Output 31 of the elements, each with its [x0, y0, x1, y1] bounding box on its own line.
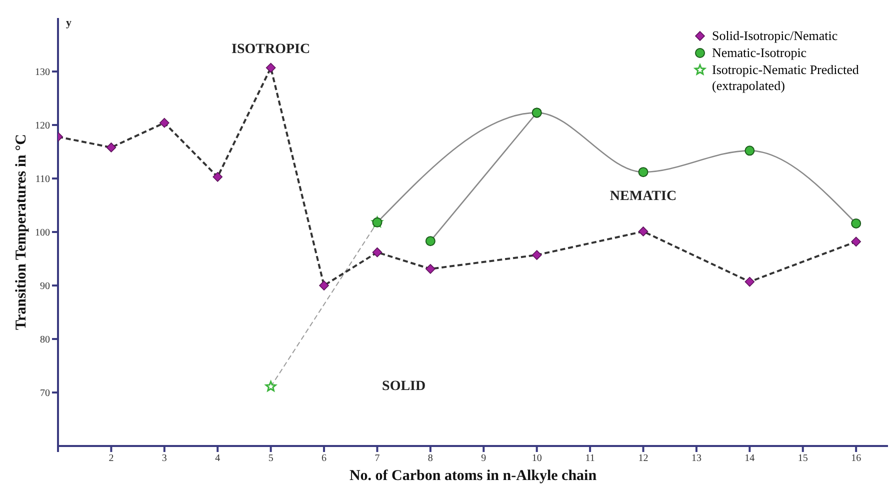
x-tick-label: 12: [638, 453, 648, 464]
y-tick-label: 100: [35, 228, 50, 239]
x-tick-label: 15: [798, 453, 808, 464]
y-axis-title: Transition Temperatures in °C: [13, 134, 30, 330]
x-tick-label: 6: [322, 453, 327, 464]
y-tick-label: 70: [40, 388, 50, 400]
x-tick-label: 3: [162, 453, 167, 464]
x-tick-label: 7: [374, 453, 380, 464]
annotation: y: [66, 17, 72, 29]
x-tick-label: 2: [108, 453, 114, 464]
x-tick-label: 9: [481, 453, 486, 464]
x-axis-title: No. of Carbon atoms in n-Alkyle chain: [349, 468, 598, 484]
legend-label: Solid-Isotropic/Nematic: [712, 28, 838, 44]
y-tick-label: 90: [40, 281, 50, 292]
x-tick-label: 11: [585, 453, 595, 464]
x-tick-label: 14: [744, 453, 755, 464]
legend-label: Isotropic-Nematic Predicted (extrapolated): [712, 62, 860, 94]
x-tick-label: 4: [215, 453, 220, 464]
y-tick-label: 120: [35, 120, 50, 132]
y-tick-label: 110: [35, 174, 50, 186]
x-tick-label: 5: [268, 453, 274, 464]
x-tick-label: 10: [532, 453, 542, 464]
x-tick-label: 13: [691, 453, 702, 464]
x-tick-label: 16: [851, 453, 862, 464]
annotation: ISOTROPIC: [232, 42, 310, 57]
y-tick-label: 130: [35, 67, 50, 78]
y-tick-label: 80: [40, 334, 50, 346]
legend-label: Nematic-Isotropic: [712, 45, 807, 61]
x-tick-label: 8: [428, 453, 433, 464]
annotation: SOLID: [382, 378, 426, 394]
annotation: NEMATIC: [610, 188, 677, 204]
